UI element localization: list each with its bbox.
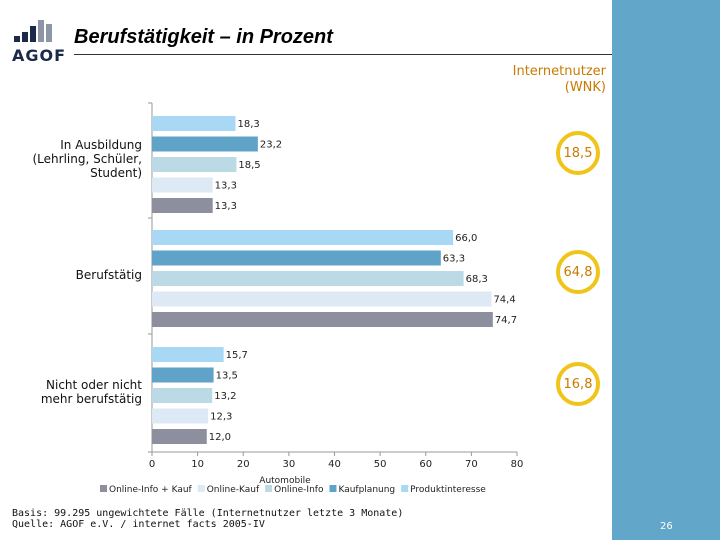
bar — [152, 388, 213, 403]
x-axis-label: Automobile — [259, 476, 311, 486]
legend-label: Kaufplanung — [338, 485, 395, 495]
legend-label: Online-Kauf — [207, 485, 260, 495]
x-tick-label: 70 — [465, 459, 478, 470]
bar — [152, 198, 213, 213]
data-label: 13,5 — [216, 371, 238, 382]
x-tick-label: 40 — [328, 459, 341, 470]
category-label-ausbildung: In Ausbildung (Lehrling, Schüler, Studen… — [2, 138, 143, 180]
bar-chart: 18,323,218,513,313,366,063,368,374,474,7… — [100, 102, 524, 495]
x-tick-label: 60 — [419, 459, 432, 470]
x-tick-label: 50 — [374, 459, 387, 470]
bar — [152, 429, 207, 444]
right-decor-band — [612, 0, 720, 540]
category-label-berufstaetig: Berufstätig — [2, 268, 142, 282]
wnk-label-line2: (WNK) — [564, 80, 606, 95]
page-number: 26 — [660, 521, 673, 532]
category-label-line: Nicht oder nicht — [46, 378, 142, 392]
legend-swatch — [197, 485, 205, 492]
x-tick-label: 20 — [237, 459, 250, 470]
x-tick-label: 0 — [149, 459, 155, 470]
bar — [152, 177, 213, 193]
footnote-source: Quelle: AGOF e.V. / internet facts 2005-… — [12, 519, 265, 530]
data-label: 23,2 — [260, 140, 282, 151]
bar — [152, 230, 454, 245]
bar — [152, 347, 224, 362]
category-label-line: (Lehrling, Schüler, — [32, 152, 143, 166]
wnk-circle-berufstaetig: 64,8 — [556, 250, 600, 294]
wnk-value: 16,8 — [563, 376, 593, 392]
category-label-nicht-berufstaetig: Nicht oder nicht mehr berufstätig — [2, 378, 142, 406]
data-label: 13,2 — [214, 391, 236, 402]
x-tick-label: 30 — [283, 459, 296, 470]
bar — [152, 136, 258, 152]
legend-label: Online-Info + Kauf — [109, 485, 193, 495]
data-label: 63,3 — [443, 254, 465, 265]
page-title: Berufstätigkeit – in Prozent — [74, 26, 333, 48]
legend-swatch — [100, 485, 107, 492]
data-label: 13,3 — [215, 181, 237, 192]
wnk-circle-ausbildung: 18,5 — [556, 131, 600, 175]
category-label-line: In Ausbildung — [60, 138, 142, 152]
bar — [152, 312, 493, 327]
data-label: 74,7 — [495, 315, 517, 326]
category-label-line: Student) — [90, 166, 142, 180]
wnk-value: 18,5 — [563, 145, 593, 161]
wnk-value: 64,8 — [563, 264, 593, 280]
data-label: 12,3 — [210, 412, 232, 423]
data-label: 74,4 — [493, 295, 515, 306]
wnk-label-line1: Internetnutzer — [512, 64, 606, 79]
legend-label: Online-Info — [274, 485, 324, 495]
data-label: 66,0 — [455, 233, 477, 244]
bar — [152, 367, 214, 383]
bar — [152, 408, 209, 424]
bar — [152, 271, 464, 286]
category-label-line: Berufstätig — [75, 268, 142, 282]
wnk-label: Internetnutzer (WNK) — [513, 64, 606, 96]
bar — [152, 116, 236, 131]
data-label: 15,7 — [226, 350, 248, 361]
footnote-basis: Basis: 99.295 ungewichtete Fälle (Intern… — [12, 508, 404, 519]
category-label-line: mehr berufstätig — [40, 392, 142, 406]
x-tick-label: 10 — [191, 459, 204, 470]
legend-swatch — [265, 485, 273, 492]
data-label: 13,3 — [215, 201, 237, 212]
data-label: 68,3 — [466, 274, 488, 285]
legend-label: Produktinteresse — [410, 485, 486, 495]
legend-swatch — [401, 485, 409, 492]
title-divider — [74, 54, 612, 55]
data-label: 18,5 — [238, 160, 260, 171]
logo-text: AGOF — [12, 46, 67, 65]
data-label: 18,3 — [237, 119, 259, 130]
x-tick-label: 80 — [511, 459, 524, 470]
footnote: Basis: 99.295 ungewichtete Fälle (Intern… — [12, 508, 403, 530]
bar — [152, 291, 492, 307]
data-label: 12,0 — [209, 432, 231, 443]
legend-swatch — [329, 485, 337, 492]
bar — [152, 250, 441, 266]
bar — [152, 157, 237, 172]
agof-logo-icon — [14, 20, 52, 42]
wnk-circle-nicht-berufstaetig: 16,8 — [556, 362, 600, 406]
